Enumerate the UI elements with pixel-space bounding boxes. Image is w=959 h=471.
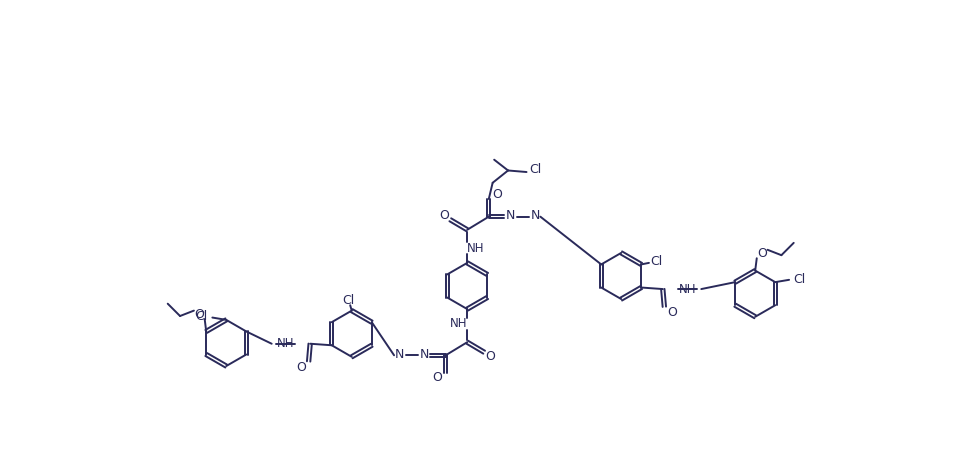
Text: O: O bbox=[758, 247, 767, 260]
Text: Cl: Cl bbox=[529, 163, 542, 176]
Text: NH: NH bbox=[679, 283, 696, 296]
Text: Cl: Cl bbox=[196, 310, 208, 323]
Text: NH: NH bbox=[467, 242, 484, 255]
Text: N: N bbox=[530, 210, 540, 222]
Text: N: N bbox=[419, 348, 429, 361]
Text: N: N bbox=[505, 210, 515, 222]
Text: O: O bbox=[195, 308, 204, 321]
Text: N: N bbox=[395, 348, 404, 361]
Text: O: O bbox=[439, 209, 449, 222]
Text: O: O bbox=[296, 361, 306, 374]
Text: Cl: Cl bbox=[794, 273, 806, 285]
Text: O: O bbox=[667, 307, 677, 319]
Text: O: O bbox=[433, 371, 442, 384]
Text: O: O bbox=[492, 188, 503, 201]
Text: O: O bbox=[485, 350, 495, 363]
Text: Cl: Cl bbox=[650, 255, 663, 268]
Text: NH: NH bbox=[450, 317, 468, 330]
Text: Cl: Cl bbox=[342, 294, 355, 307]
Text: NH: NH bbox=[277, 337, 294, 350]
